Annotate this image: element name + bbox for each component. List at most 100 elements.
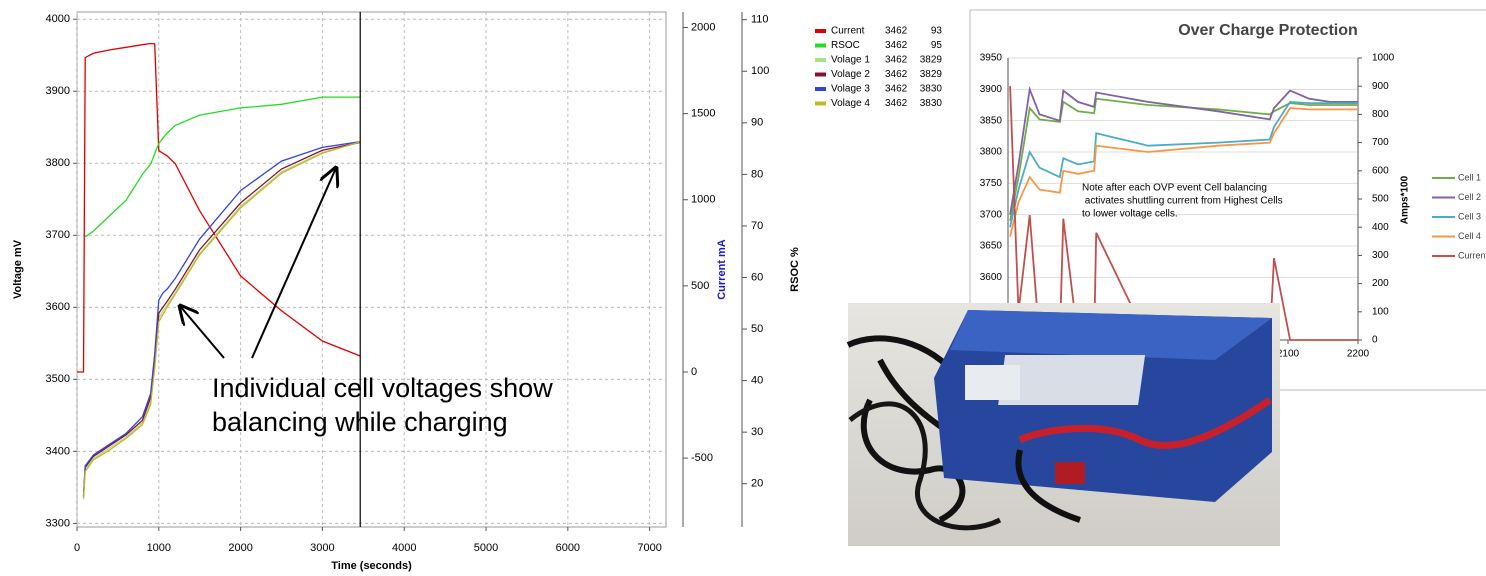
legend-swatch [815,58,826,62]
series-line [82,141,361,497]
y3-tick-label: 100 [751,65,769,77]
y3-tick-label: 70 [751,220,763,232]
legend-label: Volage 3 [831,84,870,95]
y-axis-title: Voltage mV [12,239,24,299]
charger-top [950,310,1272,360]
y3-axis-title: RSOC % [789,247,801,292]
legend-label: Volage 4 [831,98,870,109]
charger-sticker [965,365,1020,400]
y-tick-label: 3950 [980,53,1003,64]
legend-cursor-x: 3462 [885,69,908,80]
annotation: balancing while charging [212,407,508,437]
note: activates shuttling current from Highest… [1082,196,1283,207]
y3-tick-label: 90 [751,117,763,129]
y-tick-label: 3900 [980,84,1003,95]
y2-axis-title: Current mA [716,239,728,300]
y-tick-label: 3750 [980,178,1003,189]
legend-cursor-x: 3462 [885,55,908,66]
y-tick-label: 4000 [46,13,70,25]
legend-readout: 3830 [920,98,943,109]
legend-swatch [815,29,826,33]
series-line [82,141,361,497]
x-tick-label: 3000 [310,542,334,554]
y-tick-label: 3900 [46,85,70,97]
note: Note after each OVP event Cell balancing [1082,183,1267,194]
legend-label: Cell 2 [1458,192,1481,202]
y2-tick-label: 800 [1372,109,1389,120]
y-tick-label: 3800 [980,147,1003,158]
y2-tick-label: 500 [691,280,709,292]
arrow [251,168,336,359]
y-tick-label: 3650 [980,241,1003,252]
y3-tick-label: 110 [751,14,769,26]
y2-axis-title: Amps*100 [1400,175,1411,224]
red-cable [1018,397,1272,449]
arrow [180,306,225,359]
y3-tick-label: 80 [751,168,763,180]
legend-readout: 95 [931,40,943,51]
y2-tick-label: 0 [691,366,697,378]
legend-readout: 3829 [920,55,943,66]
legend-cursor-x: 3462 [885,26,908,37]
y3-tick-label: 40 [751,374,763,386]
legend-label: Cell 4 [1458,231,1481,241]
y2-tick-label: -500 [691,452,713,464]
series-line [77,42,361,373]
series-line [1009,107,1358,237]
y2-tick-label: 200 [1372,278,1389,289]
x-axis-title: Time (seconds) [331,560,412,572]
y-tick-label: 3600 [46,301,70,313]
cable [848,401,1002,531]
legend-cursor-x: 3462 [885,84,908,95]
y-tick-label: 3400 [46,445,70,457]
y3-tick-label: 50 [751,323,763,335]
annotation: Individual cell voltages show [212,373,553,403]
y-tick-label: 3700 [46,229,70,241]
y-tick-label: 3800 [46,157,70,169]
voltage-chart: 0 1000 2000 3000 4000 5000 6000 700033003400350… [12,11,943,572]
y2-tick-label: 400 [1372,222,1389,233]
charger-label [998,355,1146,405]
y2-tick-label: 600 [1372,165,1389,176]
series-line [82,141,361,499]
y2-tick-label: 100 [1372,306,1389,317]
y-tick-label: 3700 [980,209,1003,220]
y-tick-label: 3500 [46,373,70,385]
x-tick-label: 2200 [1347,349,1370,360]
y2-tick-label: 1000 [1372,53,1395,64]
series-line [1009,85,1358,215]
legend-cursor-x: 3462 [885,98,908,109]
legend-label: Volage 1 [831,55,870,66]
legend-swatch [815,43,826,48]
x-tick-label: 2100 [1277,349,1300,360]
series-line [84,96,361,238]
x-tick-label: 4000 [392,542,416,554]
y2-tick-label: 900 [1372,81,1389,92]
x-tick-label: 2000 [228,542,252,554]
series-line [1009,86,1358,341]
x-tick-label: 1000 [147,542,171,554]
x-tick-label: 5000 [474,542,498,554]
y3-tick-label: 20 [751,478,763,490]
legend-label: Current [1458,250,1486,260]
y2-tick-label: 700 [1372,137,1389,148]
y3-tick-label: 30 [751,426,763,438]
x-tick-label: 0 [74,542,80,554]
cable [1015,449,1081,523]
charger-photo [846,303,1280,546]
y2-tick-label: 2000 [691,21,715,33]
legend-cursor-x: 3462 [885,40,908,51]
y2-tick-label: 500 [1372,194,1389,205]
legend-swatch [815,87,826,91]
legend-readout: 3829 [920,69,943,80]
x-tick-label: 6000 [556,542,580,554]
legend-label: RSOC [831,40,860,51]
y2-tick-label: 1000 [691,194,715,206]
chart-title: Over Charge Protection [1178,22,1358,39]
series-line [1009,100,1358,228]
y3-tick-label: 60 [751,271,763,283]
plot-area [76,11,667,528]
y-tick-label: 3850 [980,115,1003,126]
legend-readout: 3830 [920,84,943,95]
